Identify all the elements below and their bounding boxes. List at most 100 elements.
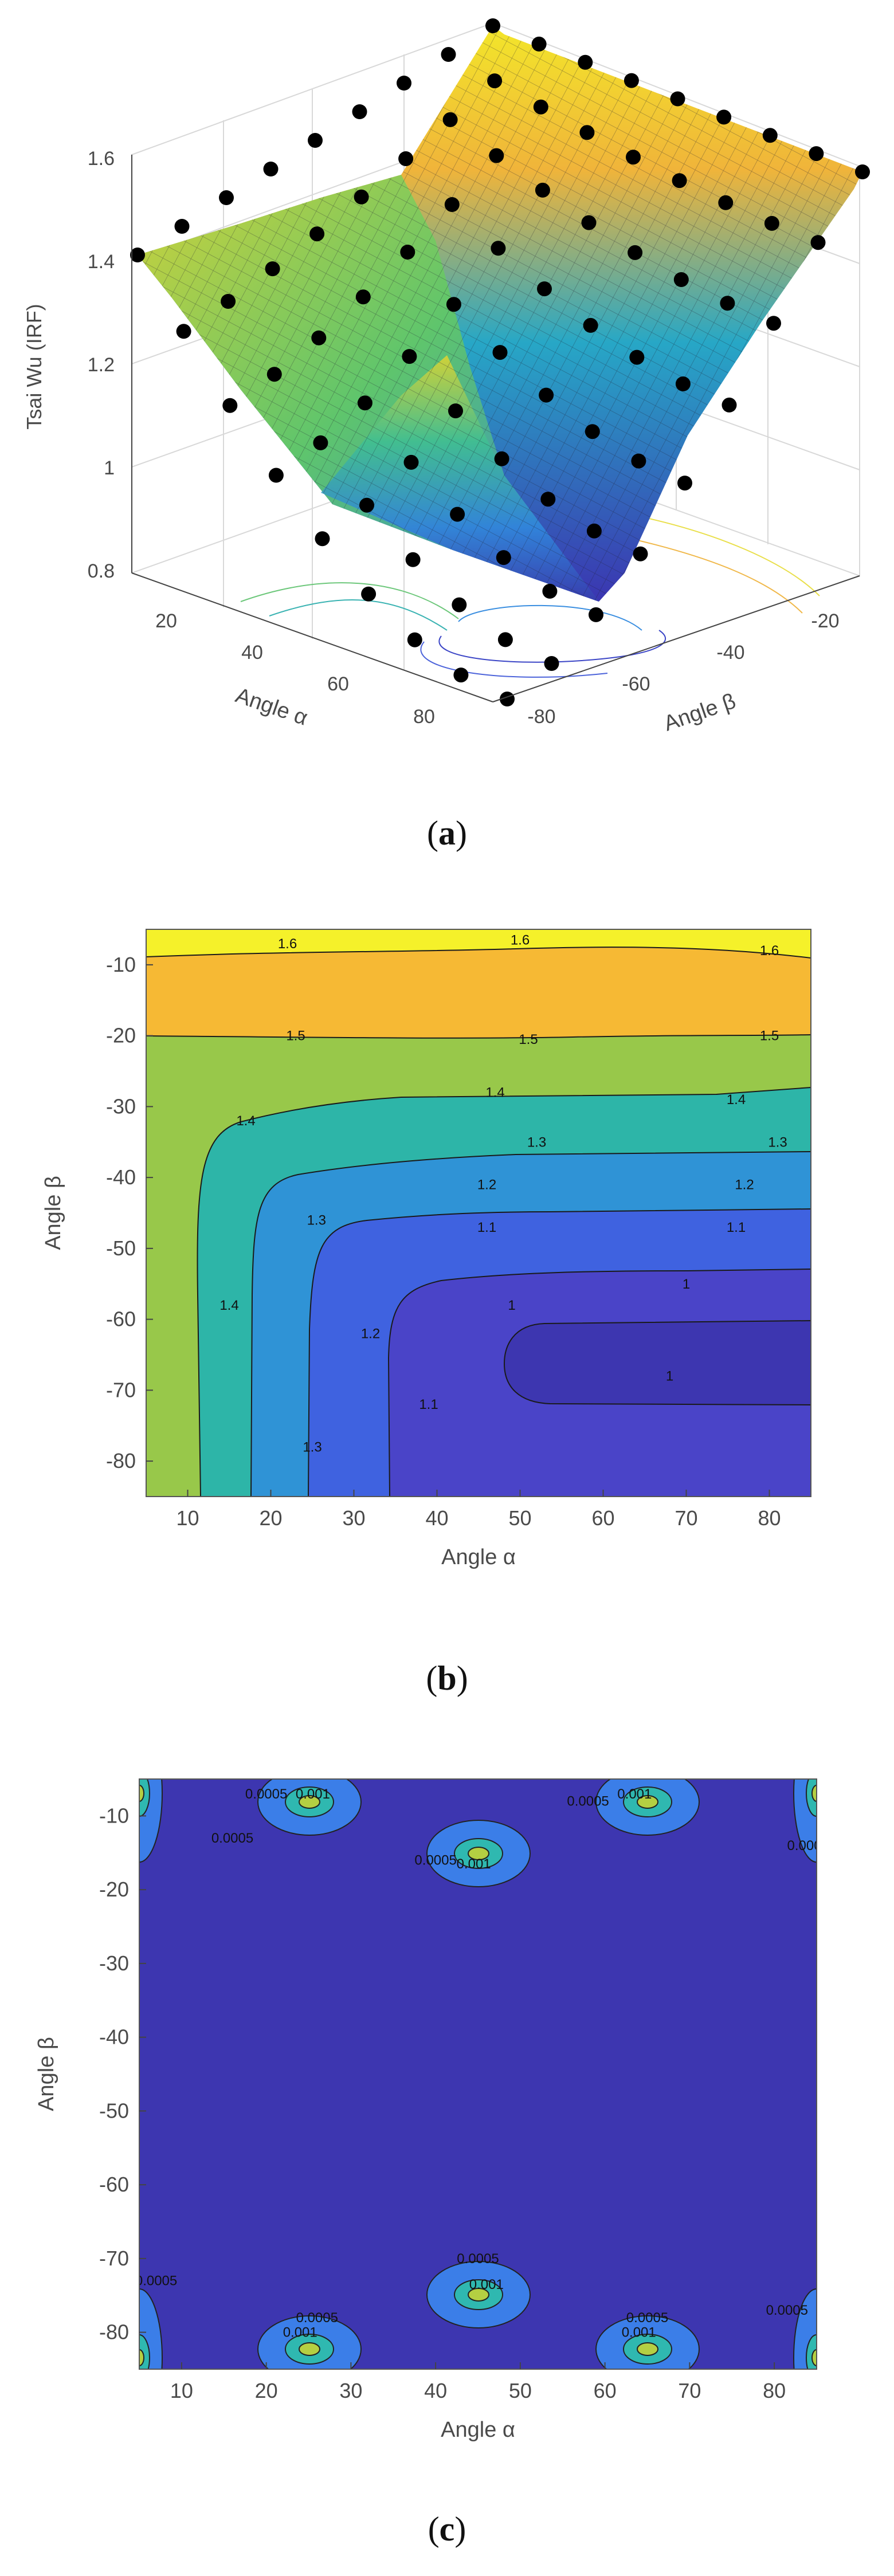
sample-point: [491, 241, 506, 256]
x-tick-label: 40: [425, 1506, 448, 1530]
sample-point: [722, 397, 737, 413]
sample-point: [268, 468, 284, 483]
sample-point: [716, 109, 732, 125]
y-tick-label: -30: [106, 1094, 136, 1118]
sample-point: [442, 112, 458, 127]
sample-point: [628, 245, 643, 260]
sample-point: [485, 18, 500, 33]
z-axis-label: Tsai Wu (IRF): [22, 304, 46, 429]
contour-label: 0.0005: [245, 1786, 287, 1802]
sample-point: [397, 76, 411, 91]
sample-point: [585, 424, 600, 439]
sample-point: [352, 104, 367, 119]
x-tick-label: 20: [259, 1506, 282, 1530]
y-tick-label: -30: [99, 1951, 129, 1975]
x-tick-label: 50: [508, 1506, 531, 1530]
contour-label: 0.0005: [135, 2273, 177, 2289]
sample-point: [174, 219, 190, 234]
sample-point: [624, 73, 639, 88]
sample-point: [494, 451, 509, 466]
beta-axis-label: Angle β: [661, 689, 739, 736]
contour-label: 0.0005: [787, 1838, 829, 1854]
sample-point: [764, 215, 779, 231]
sample-point: [400, 245, 415, 260]
x-tick-label: 70: [675, 1506, 697, 1530]
sample-point: [452, 597, 467, 612]
z-axis: 1.6 1.4 1.2 1 0.8 Tsai Wu (IRF): [22, 148, 132, 582]
sample-point: [407, 632, 422, 647]
z-tick-label: 1.6: [88, 148, 115, 170]
contour-label: 1.6: [278, 936, 297, 952]
peak-blob: [426, 2261, 531, 2328]
level-1.6-plus: [146, 929, 811, 958]
surface-plot-3d: 1.6 1.4 1.2 1 0.8 Tsai Wu (IRF) 20 40 60…: [22, 18, 870, 736]
y-tick-label: -60: [106, 1307, 136, 1331]
sample-point: [589, 607, 603, 622]
sample-markers: [130, 18, 870, 706]
contour-label: 0.0005: [766, 2303, 808, 2318]
contour-fill: 1.6 1.6 1.6 1.5 1.5 1.5 1.4 1.4 1.4 1.4 1.3 1.3 1.3 1…: [146, 929, 811, 1497]
sample-point: [633, 546, 648, 561]
y-tick-label: -20: [99, 1878, 129, 1901]
contour-label: 1.6: [511, 933, 530, 948]
contour-label: 0.0005: [414, 1853, 456, 1868]
sample-point: [444, 197, 460, 212]
y-axis-label: Angle β: [41, 1176, 65, 1250]
sample-point: [531, 36, 547, 52]
contour-label: 1: [683, 1277, 690, 1292]
sample-point: [222, 398, 238, 413]
sample-point: [581, 215, 597, 230]
contour-label: 1.4: [727, 1092, 746, 1108]
beta-tick-label: -60: [622, 673, 650, 695]
sample-point: [130, 248, 145, 262]
y-tick-label: -50: [99, 2099, 129, 2122]
x-tick-label: 60: [594, 2379, 617, 2402]
sample-point: [176, 324, 191, 339]
contour-label: 0.001: [617, 1786, 652, 1802]
x-tick-label: 80: [758, 1506, 781, 1530]
x-tick-label: 10: [176, 1506, 199, 1530]
x-tick-label: 50: [509, 2379, 532, 2402]
sample-point: [487, 73, 503, 89]
sample-point: [578, 54, 593, 70]
caption-c: (c): [428, 2510, 466, 2548]
x-axis-label: Angle α: [441, 1545, 516, 1569]
alpha-tick-label: 60: [327, 673, 349, 695]
contour-label: 1.4: [236, 1113, 255, 1129]
sample-point: [263, 162, 279, 176]
x-tick-label: 20: [255, 2379, 278, 2402]
sample-point: [266, 367, 282, 382]
contour-label: 1: [508, 1298, 515, 1313]
panel-c: 0.0005 0.001 0.0005 0.0005 0.001 0.0005 0.001 0…: [0, 1730, 894, 2576]
y-tick-label: -80: [106, 1449, 136, 1472]
y-axis-label: Angle β: [34, 2037, 58, 2111]
sample-point: [402, 349, 417, 364]
contour-label: 0.001: [283, 2325, 317, 2341]
sample-point: [398, 151, 414, 166]
contour-label: 0.001: [469, 2277, 504, 2292]
x-tick-label: 30: [339, 2379, 362, 2402]
y-tick-label: -50: [106, 1236, 136, 1260]
sample-point: [265, 261, 280, 277]
contour-label: 0.001: [296, 1786, 330, 1802]
sample-point: [720, 296, 735, 311]
contour-label: 0.001: [622, 2325, 656, 2341]
alpha-tick-label: 40: [241, 642, 263, 663]
contour-label: 1.6: [760, 943, 779, 959]
sample-point: [357, 395, 372, 411]
level-below-1.0: [504, 1321, 811, 1405]
alpha-tick-label: 20: [155, 610, 177, 632]
z-tick-label: 1.2: [88, 354, 115, 376]
sample-point: [308, 133, 323, 148]
contour-plot-b: 1.6 1.6 1.6 1.5 1.5 1.5 1.4 1.4 1.4 1.4 1.3 1.3 1.3 1…: [41, 929, 811, 1569]
sample-point: [313, 435, 328, 450]
y-tick-label: -60: [99, 2173, 129, 2196]
z-tick-label: 0.8: [88, 560, 115, 582]
alpha-axis-label: Angle α: [233, 684, 311, 731]
panel-b: 1.6 1.6 1.6 1.5 1.5 1.5 1.4 1.4 1.4 1.4 1.3 1.3 1.3 1…: [0, 894, 894, 1730]
sample-point: [766, 316, 781, 331]
contour-label: 0.0005: [626, 2310, 668, 2326]
caption-b: (b): [426, 1659, 468, 1697]
